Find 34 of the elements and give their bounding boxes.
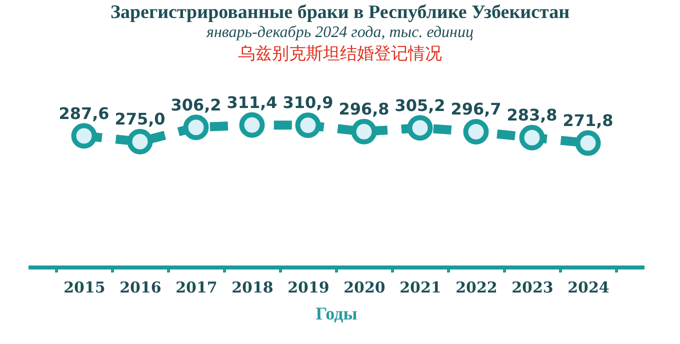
point [239,112,265,138]
point [519,124,545,150]
x-tick-label: 2024 [568,278,610,296]
x-tick-label: 2020 [344,278,386,296]
point [127,128,153,154]
data-label: 287,6 [58,104,110,123]
data-label: 306,2 [170,95,222,114]
x-tick-label: 2017 [176,278,218,296]
data-label: 283,8 [506,106,558,125]
point [351,118,377,144]
x-tick-label: 2018 [232,278,274,296]
x-axis-title: Годы [316,304,358,324]
point [463,118,489,144]
x-tick-label: 2022 [456,278,498,296]
data-label: 296,8 [338,100,390,119]
text: 乌兹别克斯坦结婚登记情况 [237,43,443,65]
point [295,112,321,138]
x-tick-label: 2019 [288,278,330,296]
x-tick-label: 2023 [512,278,554,296]
data-label: 311,4 [226,93,278,112]
data-label: 275,0 [114,110,166,129]
data-label: 271,8 [562,111,614,130]
point [407,115,433,141]
data-label: 310,9 [282,93,334,112]
x-tick-label: 2021 [400,278,442,296]
x-tick-label: 2015 [64,278,106,296]
x-tick-label: 2016 [120,278,162,296]
point [183,114,209,140]
data-label: 296,7 [450,100,502,119]
point [71,123,97,149]
chart-subtitle: январь-декабрь 2024 года, тыс. единиц [205,24,474,42]
point [575,130,601,156]
chart-title: Зарегистрированные браки в Республике Узбекистан [109,2,571,24]
data-label: 305,2 [394,96,446,115]
